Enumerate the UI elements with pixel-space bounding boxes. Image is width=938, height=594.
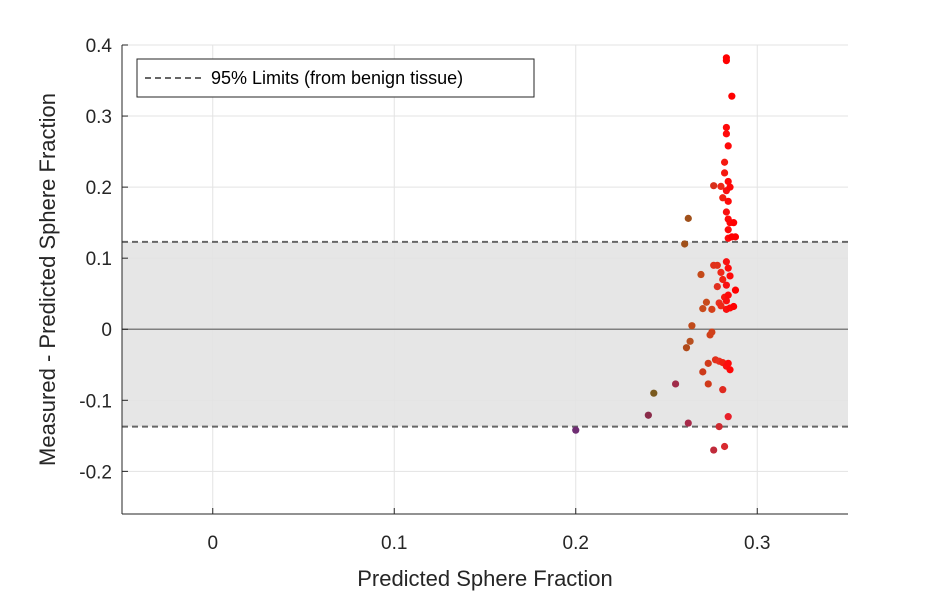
data-point-41 [723, 124, 730, 131]
y-tick-label-3: 0.1 [86, 249, 112, 270]
data-point-28 [717, 269, 724, 276]
data-point-9 [688, 322, 695, 329]
data-point-59 [725, 413, 732, 420]
x-tick-label-0: 0 [207, 533, 218, 554]
y-tick-label-4: 0.2 [86, 178, 112, 199]
data-point-45 [723, 258, 730, 265]
y-tick-label-6: 0.4 [86, 36, 113, 57]
data-point-10 [697, 271, 704, 278]
data-point-13 [703, 299, 710, 306]
data-point-70 [732, 287, 739, 294]
data-point-40 [723, 57, 730, 64]
data-point-33 [719, 386, 726, 393]
data-point-64 [726, 366, 733, 373]
data-point-24 [714, 283, 721, 290]
x-axis-label: Predicted Sphere Fraction [357, 566, 613, 591]
data-point-15 [705, 380, 712, 387]
data-point-7 [685, 419, 692, 426]
data-point-5 [683, 344, 690, 351]
data-point-20 [710, 182, 717, 189]
data-point-46 [723, 282, 730, 289]
data-point-38 [721, 443, 728, 450]
data-point-17 [708, 306, 715, 313]
data-point-21 [710, 446, 717, 453]
data-point-42 [723, 130, 730, 137]
legend: 95% Limits (from benign tissue) [137, 59, 534, 97]
data-point-11 [699, 305, 706, 312]
y-tick-label-5: 0.3 [86, 107, 112, 128]
legend-label: 95% Limits (from benign tissue) [211, 68, 463, 88]
data-point-67 [730, 219, 737, 226]
data-point-58 [725, 360, 732, 367]
limits-band [122, 242, 848, 427]
x-tick-label-1: 0.1 [381, 533, 407, 554]
data-point-54 [725, 226, 732, 233]
data-point-18 [708, 328, 715, 335]
data-point-65 [728, 93, 735, 100]
plot-area [122, 45, 848, 514]
y-tick-label-1: -0.1 [79, 391, 112, 412]
x-tick-label-3: 0.3 [744, 533, 770, 554]
data-point-56 [725, 265, 732, 272]
data-point-52 [725, 198, 732, 205]
data-point-1 [645, 412, 652, 419]
data-point-27 [716, 423, 723, 430]
data-point-50 [725, 142, 732, 149]
data-point-36 [721, 169, 728, 176]
x-tick-label-2: 0.2 [563, 533, 589, 554]
data-point-14 [705, 360, 712, 367]
data-point-57 [725, 292, 732, 299]
data-point-2 [650, 390, 657, 397]
data-point-35 [721, 159, 728, 166]
data-point-8 [686, 338, 693, 345]
data-point-23 [714, 262, 721, 269]
data-point-3 [672, 380, 679, 387]
data-point-60 [726, 184, 733, 191]
data-point-0 [572, 427, 579, 434]
data-point-69 [732, 233, 739, 240]
data-point-44 [723, 208, 730, 215]
data-point-6 [685, 215, 692, 222]
y-tick-label-2: 0 [101, 320, 112, 341]
data-point-12 [699, 368, 706, 375]
y-axis-label: Measured - Predicted Sphere Fraction [35, 93, 60, 466]
data-point-62 [726, 272, 733, 279]
y-tick-label-0: -0.2 [79, 462, 112, 483]
data-point-4 [681, 240, 688, 247]
data-point-68 [730, 303, 737, 310]
